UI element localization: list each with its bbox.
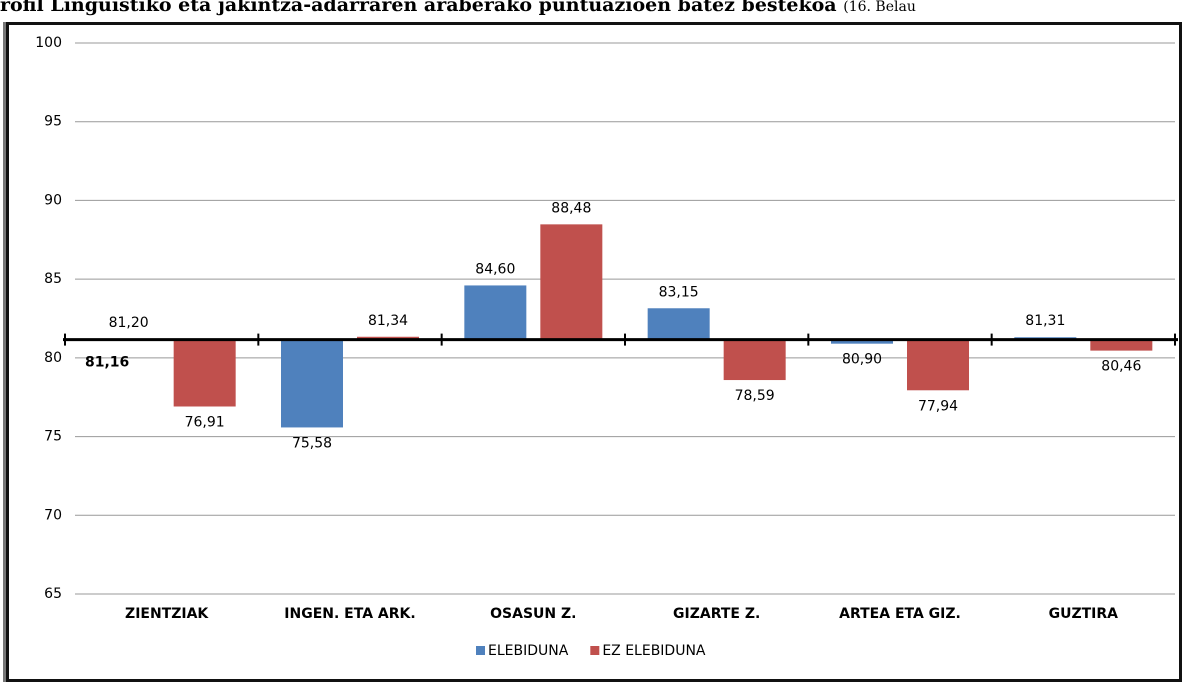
y-tick-label: 90 <box>44 192 62 208</box>
data-label: 81,20 <box>109 315 149 331</box>
data-label: 81,34 <box>368 313 408 329</box>
bar <box>281 339 343 428</box>
chart-title: rofil Linguistiko eta jakintza-adarraren… <box>0 0 837 16</box>
x-tick-label: OSASUN Z. <box>490 606 576 622</box>
data-label: 80,46 <box>1101 359 1141 375</box>
x-tick-label: GIZARTE Z. <box>673 606 760 622</box>
legend-swatch <box>590 646 600 655</box>
chart-subtitle: (16. Belau <box>843 0 916 15</box>
y-tick-label: 65 <box>44 586 62 602</box>
title-strip: rofil Linguistiko eta jakintza-adarraren… <box>0 0 1192 18</box>
legend-swatch <box>476 646 485 655</box>
bar <box>831 339 893 344</box>
y-tick-label: 100 <box>35 35 62 51</box>
y-tick-label: 95 <box>44 114 62 130</box>
y-tick-label: 80 <box>44 350 62 366</box>
bar <box>907 339 969 391</box>
x-tick-label: ARTEA ETA GIZ. <box>839 606 961 622</box>
data-label: 77,94 <box>918 398 958 414</box>
y-tick-label: 85 <box>44 271 62 287</box>
data-label: 76,91 <box>185 415 225 431</box>
data-label: 88,48 <box>551 200 591 216</box>
data-label: 81,31 <box>1025 313 1065 329</box>
bar <box>647 308 710 340</box>
data-label: 83,15 <box>659 284 699 300</box>
bar <box>540 224 603 340</box>
bar <box>464 285 527 340</box>
data-label: 84,60 <box>475 261 515 277</box>
data-label: 78,59 <box>735 388 775 404</box>
legend-label: ELEBIDUNA <box>488 643 569 659</box>
legend-label: EZ ELEBIDUNA <box>602 643 706 659</box>
y-tick-label: 70 <box>44 507 62 523</box>
y-tick-label: 75 <box>44 429 62 445</box>
x-tick-label: ZIENTZIAK <box>125 606 209 622</box>
x-tick-label: INGEN. ETA ARK. <box>284 606 415 622</box>
bar <box>173 339 236 407</box>
bar <box>723 339 786 381</box>
data-label: 80,90 <box>842 352 882 368</box>
x-tick-label: GUZTIRA <box>1049 606 1119 622</box>
baseline-label: 81,16 <box>85 355 129 371</box>
bar <box>1090 339 1153 351</box>
data-label: 75,58 <box>292 435 332 451</box>
